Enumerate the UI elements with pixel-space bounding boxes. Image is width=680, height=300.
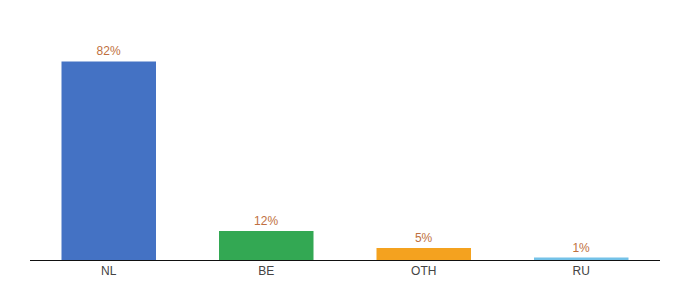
svg-text:5%: 5% <box>415 231 433 245</box>
svg-text:1%: 1% <box>572 241 590 255</box>
svg-text:OTH: OTH <box>411 264 436 278</box>
svg-text:BE: BE <box>258 264 274 278</box>
svg-text:NL: NL <box>101 264 117 278</box>
svg-text:12%: 12% <box>254 214 278 228</box>
svg-text:82%: 82% <box>97 44 121 58</box>
svg-text:RU: RU <box>573 264 590 278</box>
